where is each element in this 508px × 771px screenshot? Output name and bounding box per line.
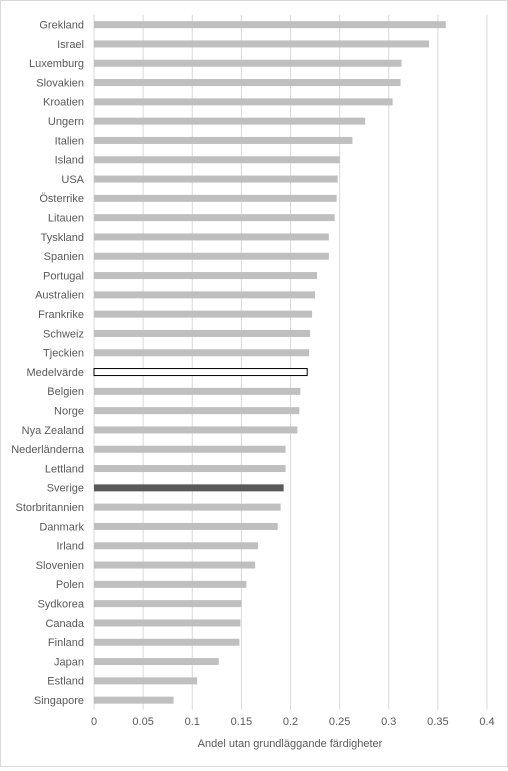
bar: [94, 59, 402, 67]
category-label: Litauen: [48, 212, 84, 224]
category-label: Polen: [56, 579, 84, 591]
x-tick-label: 0.25: [329, 716, 350, 728]
bar: [94, 79, 401, 87]
category-label: USA: [61, 174, 84, 186]
category-label: Australien: [35, 290, 84, 302]
x-tick-label: 0.3: [381, 716, 396, 728]
bar: [94, 407, 300, 415]
category-label: Japan: [54, 656, 84, 668]
category-label: Singapore: [34, 695, 84, 707]
x-tick-label: 0.4: [479, 716, 494, 728]
category-label: Spanien: [44, 251, 84, 263]
bar: [94, 503, 281, 511]
bar: [94, 233, 329, 241]
bar: [94, 136, 353, 144]
bar: [94, 465, 286, 473]
bar: [94, 98, 393, 106]
category-label: Grekland: [39, 19, 84, 31]
category-label: Sverige: [47, 483, 84, 495]
category-label: Medelvärde: [27, 367, 84, 379]
category-label: Belgien: [47, 386, 84, 398]
category-label: Italien: [55, 135, 84, 147]
bar: [94, 696, 174, 704]
bar: [94, 677, 198, 685]
x-tick-label: 0.05: [132, 716, 153, 728]
bar: [94, 214, 335, 222]
category-label: Danmark: [39, 521, 84, 533]
category-label: Sydkorea: [38, 598, 85, 610]
bar: [94, 561, 256, 569]
bar: [94, 156, 340, 164]
category-label: Tjeckien: [43, 348, 84, 360]
category-label: Island: [55, 155, 84, 167]
bar: [94, 291, 316, 299]
bar: [94, 426, 298, 434]
bar: [94, 619, 241, 627]
bar: [94, 542, 259, 550]
category-label: Nederländerna: [11, 444, 85, 456]
bar: [94, 638, 240, 646]
bar: [94, 600, 242, 608]
category-label: Portugal: [43, 270, 84, 282]
category-label: Estland: [47, 676, 84, 688]
bar: [94, 252, 329, 260]
bars: [93, 21, 446, 704]
x-tick-labels: 0 0.05 0.1 0.15 0.2 0.25 0.3 0.35 0.4: [91, 716, 495, 728]
bar: [94, 175, 338, 183]
bar: [94, 484, 284, 492]
bar: [94, 445, 286, 453]
category-label: Frankrike: [38, 309, 84, 321]
category-label: Ungern: [48, 116, 84, 128]
category-labels: Grekland Israel Luxemburg Slovakien Kroatien…: [11, 19, 85, 707]
category-label: Kroatien: [43, 97, 84, 109]
bar: [94, 21, 446, 29]
x-tick-label: 0.15: [231, 716, 252, 728]
bar: [94, 329, 311, 337]
bar: [94, 117, 366, 125]
bar: [94, 194, 337, 202]
category-label: Luxemburg: [29, 58, 84, 70]
x-tick-label: 0.2: [283, 716, 298, 728]
bar: [93, 368, 308, 377]
bar: [94, 310, 313, 318]
category-label: Nya Zealand: [22, 425, 84, 437]
bar: [94, 349, 310, 357]
category-label: Slovakien: [36, 77, 84, 89]
category-label: Canada: [45, 618, 84, 630]
x-tick-label: 0: [91, 716, 97, 728]
category-label: Israel: [57, 39, 84, 51]
bar: [94, 387, 301, 395]
category-label: Tyskland: [41, 232, 84, 244]
x-tick-label: 0.1: [185, 716, 200, 728]
category-label: Slovenien: [36, 560, 84, 572]
x-axis-label: Andel utan grundläggande färdigheter: [198, 738, 383, 750]
category-label: Finland: [48, 637, 84, 649]
gridlines: [93, 15, 488, 710]
x-tick-label: 0.35: [427, 716, 448, 728]
category-label: Norge: [54, 405, 84, 417]
bar: [94, 272, 318, 280]
bar: [94, 658, 219, 666]
bar: [94, 522, 278, 530]
category-label: Österrike: [39, 193, 84, 205]
category-label: Schweiz: [43, 328, 84, 340]
bar: [94, 580, 247, 588]
bar: [94, 40, 430, 48]
category-label: Irland: [56, 541, 84, 553]
category-label: Storbritannien: [16, 502, 85, 514]
category-label: Lettland: [45, 463, 84, 475]
